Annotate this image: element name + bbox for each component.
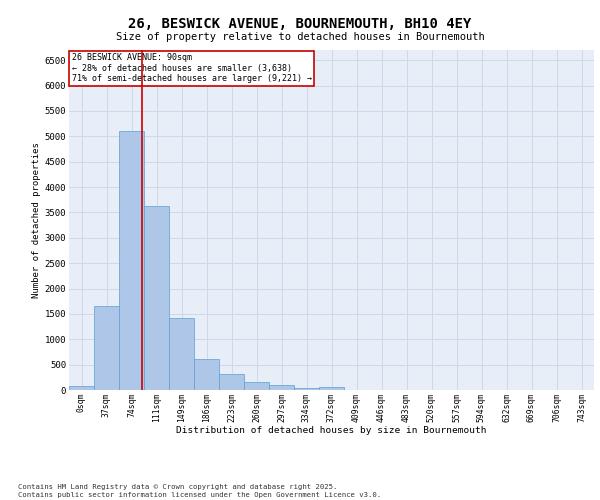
X-axis label: Distribution of detached houses by size in Bournemouth: Distribution of detached houses by size … bbox=[176, 426, 487, 435]
Text: Size of property relative to detached houses in Bournemouth: Size of property relative to detached ho… bbox=[116, 32, 484, 42]
Bar bbox=[244, 382, 269, 390]
Bar bbox=[144, 206, 169, 390]
Bar bbox=[194, 358, 219, 390]
Bar bbox=[294, 388, 319, 390]
Y-axis label: Number of detached properties: Number of detached properties bbox=[32, 142, 41, 298]
Bar bbox=[319, 387, 344, 390]
Bar bbox=[94, 306, 119, 390]
Bar bbox=[169, 318, 194, 390]
Bar bbox=[219, 374, 244, 390]
Bar bbox=[269, 386, 294, 390]
Bar bbox=[119, 131, 144, 390]
Text: 26, BESWICK AVENUE, BOURNEMOUTH, BH10 4EY: 26, BESWICK AVENUE, BOURNEMOUTH, BH10 4E… bbox=[128, 18, 472, 32]
Text: Contains HM Land Registry data © Crown copyright and database right 2025.
Contai: Contains HM Land Registry data © Crown c… bbox=[18, 484, 381, 498]
Bar bbox=[69, 386, 94, 390]
Text: 26 BESWICK AVENUE: 90sqm
← 28% of detached houses are smaller (3,638)
71% of sem: 26 BESWICK AVENUE: 90sqm ← 28% of detach… bbox=[71, 54, 311, 83]
